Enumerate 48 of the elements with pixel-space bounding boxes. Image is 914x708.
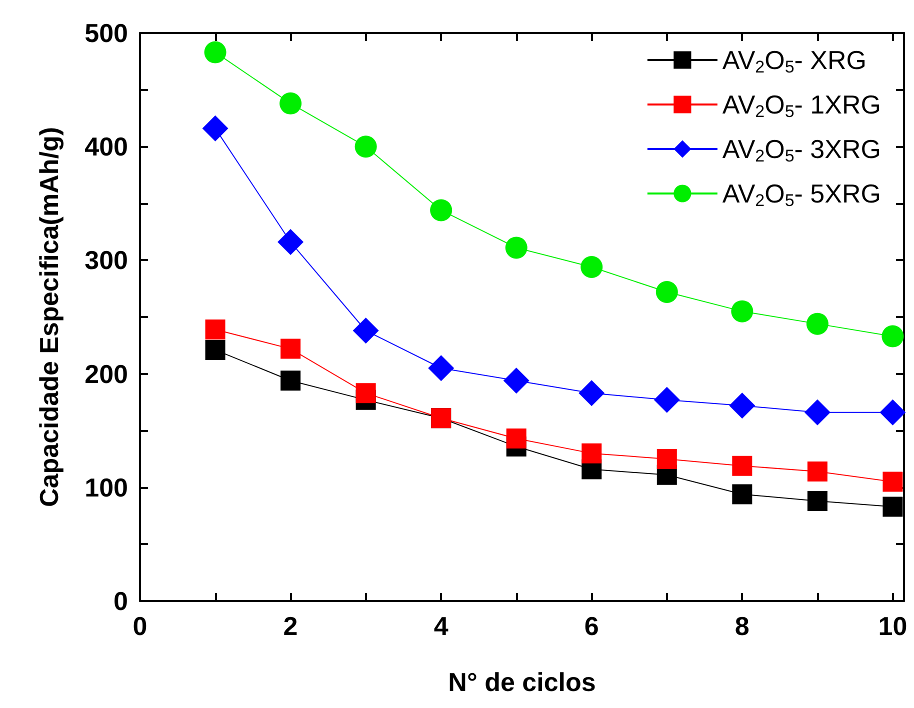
point bbox=[578, 380, 605, 406]
x-tick-label: 4 bbox=[434, 611, 449, 641]
point bbox=[205, 319, 226, 340]
point bbox=[204, 41, 226, 64]
point bbox=[656, 281, 678, 303]
point bbox=[202, 115, 228, 142]
point bbox=[280, 370, 301, 391]
point bbox=[656, 449, 677, 469]
x-tick-label: 0 bbox=[132, 611, 148, 641]
point bbox=[731, 300, 754, 322]
point bbox=[205, 340, 226, 360]
x-tick-label: 6 bbox=[584, 611, 599, 641]
point bbox=[807, 491, 828, 512]
point bbox=[428, 355, 454, 382]
point bbox=[654, 386, 680, 413]
y-tick-label: 100 bbox=[84, 472, 128, 502]
point bbox=[882, 325, 904, 348]
point bbox=[352, 318, 379, 344]
point bbox=[807, 461, 828, 482]
y-tick-label: 400 bbox=[84, 132, 128, 162]
point bbox=[506, 428, 526, 449]
point bbox=[580, 256, 603, 278]
point bbox=[505, 236, 528, 259]
point bbox=[582, 443, 602, 464]
point bbox=[882, 496, 903, 517]
x-tick-label: 8 bbox=[734, 611, 750, 641]
point bbox=[729, 392, 756, 419]
point bbox=[280, 92, 302, 114]
x-tick-label: 2 bbox=[283, 611, 298, 641]
point bbox=[880, 399, 906, 426]
point bbox=[356, 383, 376, 404]
point bbox=[280, 338, 301, 359]
point bbox=[732, 484, 752, 504]
x-tick-label: 10 bbox=[878, 611, 908, 641]
point bbox=[732, 456, 752, 476]
point bbox=[354, 136, 377, 158]
point bbox=[882, 472, 903, 492]
y-tick-label: 300 bbox=[84, 245, 128, 276]
point bbox=[804, 399, 830, 426]
y-tick-label: 200 bbox=[84, 358, 128, 389]
y-tick-label: 500 bbox=[84, 18, 128, 48]
x-axis-title: N° de ciclos bbox=[448, 667, 596, 697]
y-tick-label: 0 bbox=[114, 586, 128, 616]
point bbox=[430, 199, 452, 222]
point bbox=[503, 368, 530, 394]
y-axis-title: Capacidade Especifica(mAh/g) bbox=[34, 127, 64, 507]
point bbox=[806, 312, 828, 335]
point bbox=[278, 229, 304, 256]
